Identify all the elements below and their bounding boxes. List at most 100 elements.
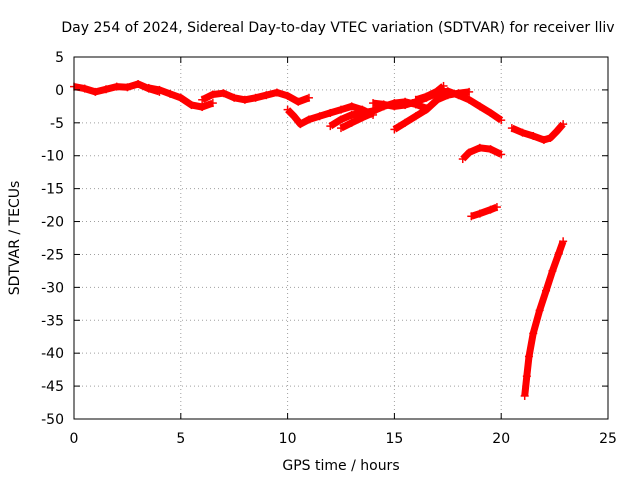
data-point	[507, 124, 516, 133]
data-point	[326, 122, 335, 131]
data-point	[230, 93, 239, 102]
data-point	[80, 84, 89, 93]
data-point	[465, 148, 474, 157]
x-axis-label: GPS time / hours	[282, 458, 399, 474]
data-point	[208, 90, 217, 99]
data-point	[123, 83, 132, 92]
x-tick-label: 5	[176, 431, 185, 447]
data-point	[475, 209, 484, 218]
data-point	[401, 118, 410, 127]
data-point	[475, 143, 484, 152]
data-point	[283, 91, 292, 100]
data-point	[219, 89, 228, 98]
data-point	[475, 102, 484, 111]
data-point	[433, 87, 442, 96]
data-point	[492, 203, 501, 212]
data-point	[304, 115, 313, 124]
data-point	[390, 125, 399, 134]
data-point	[379, 100, 388, 109]
data-point	[326, 108, 335, 117]
y-tick-label: 0	[55, 83, 64, 99]
series-arc-7	[369, 87, 506, 125]
series-band	[470, 203, 499, 220]
data-point	[240, 95, 249, 104]
data-point	[524, 352, 533, 361]
data-point	[542, 286, 551, 295]
x-tick-label: 25	[599, 431, 617, 447]
data-point	[337, 115, 345, 124]
data-point	[433, 95, 442, 104]
data-point	[497, 150, 506, 159]
y-tick-label: -35	[41, 313, 64, 329]
data-point	[176, 93, 185, 102]
data-point	[539, 135, 548, 144]
data-point	[294, 97, 303, 106]
x-tick-label: 10	[279, 431, 297, 447]
series-arc-8	[390, 87, 474, 134]
data-point	[315, 112, 324, 121]
data-point	[304, 93, 313, 102]
y-tick-label: -20	[41, 215, 64, 231]
data-point	[548, 266, 557, 275]
data-point	[369, 99, 378, 108]
data-point	[411, 112, 420, 121]
data-point	[554, 249, 563, 258]
data-point	[198, 103, 207, 112]
series-arc-9	[411, 81, 448, 104]
data-point	[262, 91, 271, 100]
y-tick-label: 5	[55, 50, 64, 66]
data-point	[144, 83, 153, 92]
x-tick-labels: 0 5 10 15 20 25	[70, 431, 617, 447]
plot-frame	[73, 56, 609, 420]
data-point	[102, 85, 111, 94]
data-point	[155, 85, 164, 94]
data-point	[337, 105, 345, 114]
data-point	[166, 89, 175, 98]
y-tick-label: -5	[50, 116, 64, 132]
series-arc-13	[520, 237, 568, 400]
series-arc-2	[144, 83, 217, 112]
y-tick-label: -45	[41, 379, 64, 395]
data-point	[187, 101, 196, 110]
data-point	[422, 92, 431, 101]
data-point	[535, 306, 544, 315]
data-point	[529, 329, 538, 338]
data-point	[486, 145, 495, 154]
data-point	[283, 105, 292, 114]
data-point	[251, 93, 260, 102]
y-tick-label: -40	[41, 346, 64, 362]
data-point	[497, 116, 506, 125]
series-arc-12	[507, 120, 568, 144]
data-point	[559, 237, 568, 246]
y-tick-labels: 5 0 -5 -10 -15 -20 -25 -30 -35 -40 -45 -50	[41, 50, 64, 428]
data-point	[520, 391, 529, 400]
data-point	[529, 131, 538, 140]
data-point	[465, 87, 474, 96]
series-arc-3	[198, 88, 313, 106]
data-point	[486, 108, 495, 117]
data-point	[134, 79, 143, 88]
y-tick-label: -15	[41, 182, 64, 198]
y-tick-label: -10	[41, 149, 64, 165]
y-tick-label: -30	[41, 280, 64, 296]
y-tick-label: -25	[41, 247, 64, 263]
data-point	[198, 95, 207, 104]
x-tick-label: 20	[492, 431, 510, 447]
x-tick-label: 15	[385, 431, 403, 447]
data-point	[347, 118, 356, 127]
data-point	[559, 120, 568, 129]
data-point	[390, 102, 399, 111]
data-point	[439, 81, 448, 90]
series-band	[285, 102, 375, 128]
data-point	[458, 155, 467, 164]
data-point	[467, 212, 476, 221]
series-arc-10	[458, 143, 506, 164]
data-point	[290, 112, 299, 121]
data-point	[347, 110, 356, 119]
series-arc-11	[467, 203, 501, 221]
data-point	[486, 205, 495, 214]
data-series	[70, 79, 568, 400]
data-point	[347, 102, 356, 111]
chart-title: Day 254 of 2024, Sidereal Day-to-day VTE…	[61, 20, 614, 36]
data-point	[522, 372, 531, 381]
